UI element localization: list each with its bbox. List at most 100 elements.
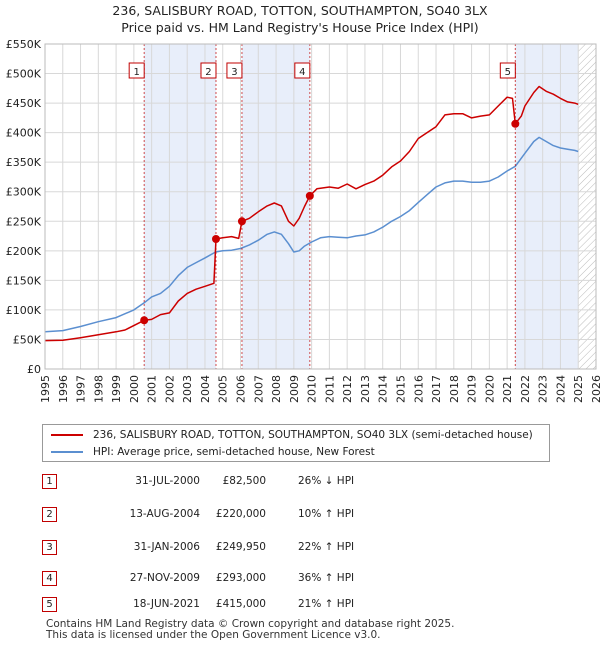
sale-number-badge: 3 bbox=[42, 540, 57, 555]
sale-label-box bbox=[200, 62, 217, 79]
table-row: 3 31-JAN-2006 £249,950 22% ↑ HPI bbox=[42, 538, 562, 556]
x-tick-label: 2022 bbox=[519, 375, 532, 403]
sale-label-box bbox=[128, 62, 145, 79]
x-tick-label: 2005 bbox=[217, 375, 230, 403]
x-tick-label: 2024 bbox=[554, 375, 567, 403]
y-tick-label: £250K bbox=[6, 215, 42, 228]
x-tick-label: 2020 bbox=[483, 375, 496, 403]
footer-line2: This data is licensed under the Open Gov… bbox=[46, 629, 381, 641]
table-row: 5 18-JUN-2021 £415,000 21% ↑ HPI bbox=[42, 595, 562, 613]
sale-hpi-diff: 36% ↑ HPI bbox=[298, 572, 355, 584]
x-tick-label: 2018 bbox=[448, 375, 461, 403]
x-tick-label: 2009 bbox=[288, 375, 301, 403]
sale-point bbox=[237, 217, 246, 226]
sale-label-box bbox=[226, 62, 243, 79]
x-tick-label: 1999 bbox=[110, 375, 123, 403]
x-tick-label: 2015 bbox=[394, 375, 407, 403]
sale-hpi-diff: 21% ↑ HPI bbox=[298, 598, 355, 610]
property-series-line bbox=[45, 85, 579, 342]
y-tick-label: £400K bbox=[6, 127, 42, 140]
sale-points bbox=[140, 119, 520, 325]
price-chart: 1 2 3 4 5 £0 £50K £100K £150K £200K £250K £300K £35… bbox=[6, 38, 600, 403]
chart-legend: 236, SALISBURY ROAD, TOTTON, SOUTHAMPTON… bbox=[42, 424, 550, 462]
x-tick-label: 2019 bbox=[466, 375, 479, 403]
x-tick-label: 2014 bbox=[377, 375, 390, 403]
x-tick-label: 2026 bbox=[590, 375, 600, 403]
y-tick-label: £450K bbox=[6, 97, 42, 110]
chart-grid bbox=[44, 43, 597, 370]
sale-label-box bbox=[499, 62, 516, 79]
sale-price: £293,000 bbox=[215, 572, 266, 584]
y-tick-label: £200K bbox=[6, 245, 42, 258]
y-tick-label: £500K bbox=[6, 68, 42, 81]
sale-price: £220,000 bbox=[215, 508, 266, 520]
x-tick-label: 1996 bbox=[57, 375, 70, 403]
sale-label-number: 1 bbox=[133, 67, 139, 78]
plot-frame bbox=[44, 43, 597, 370]
chart-title: 236, SALISBURY ROAD, TOTTON, SOUTHAMPTON… bbox=[0, 2, 600, 36]
sale-date: 31-JUL-2000 bbox=[135, 475, 200, 487]
sale-date: 13-AUG-2004 bbox=[129, 508, 200, 520]
legend-label-hpi: HPI: Average price, semi-detached house,… bbox=[93, 446, 375, 458]
x-tick-label: 2023 bbox=[537, 375, 550, 403]
x-tick-label: 2006 bbox=[235, 375, 248, 403]
legend-swatch-property bbox=[51, 434, 83, 436]
sale-number-badge: 2 bbox=[42, 507, 57, 522]
sale-label-number: 5 bbox=[505, 67, 511, 78]
sale-hpi-diff: 10% ↑ HPI bbox=[298, 508, 355, 520]
x-tick-label: 2004 bbox=[199, 375, 212, 403]
y-tick-label: £300K bbox=[6, 186, 42, 199]
x-tick-label: 2001 bbox=[146, 375, 159, 403]
sale-number-badge: 4 bbox=[42, 571, 57, 586]
chart-title-line2: Price paid vs. HM Land Registry's House … bbox=[121, 20, 479, 35]
sale-label-number: 3 bbox=[231, 67, 237, 78]
future-hatch bbox=[578, 44, 596, 369]
footer-attribution: Contains HM Land Registry data © Crown c… bbox=[46, 619, 454, 641]
y-tick-label: £550K bbox=[6, 38, 42, 51]
chart-axes: £0 £50K £100K £150K £200K £250K £300K £350K £400… bbox=[6, 38, 600, 403]
sale-date: 31-JAN-2006 bbox=[133, 541, 200, 553]
series-lines bbox=[45, 85, 579, 342]
x-tick-label: 1995 bbox=[39, 375, 52, 403]
sale-label-box bbox=[294, 62, 311, 79]
sale-price: £415,000 bbox=[215, 598, 266, 610]
sale-price: £249,950 bbox=[215, 541, 266, 553]
x-tick-label: 2002 bbox=[163, 375, 176, 403]
sale-point bbox=[211, 235, 220, 243]
x-tick-label: 2013 bbox=[359, 375, 372, 403]
y-tick-label: £150K bbox=[6, 274, 42, 287]
chart-title-line1: 236, SALISBURY ROAD, TOTTON, SOUTHAMPTON… bbox=[112, 3, 488, 18]
sale-price: £82,500 bbox=[222, 475, 266, 487]
sale-marker-labels: 1 2 3 4 5 bbox=[128, 62, 516, 79]
x-tick-label: 2010 bbox=[306, 375, 319, 403]
footer-line1: Contains HM Land Registry data © Crown c… bbox=[46, 618, 455, 630]
sale-label-number: 2 bbox=[205, 67, 211, 78]
sale-number-badge: 5 bbox=[42, 597, 57, 612]
x-tick-label: 2003 bbox=[181, 375, 194, 403]
x-tick-label: 2012 bbox=[341, 375, 354, 403]
y-tick-label: £0 bbox=[27, 363, 41, 376]
x-tick-label: 2025 bbox=[572, 375, 585, 403]
x-tick-label: 2007 bbox=[252, 375, 265, 403]
shaded-span bbox=[144, 44, 216, 369]
legend-item-property: 236, SALISBURY ROAD, TOTTON, SOUTHAMPTON… bbox=[51, 427, 533, 443]
sale-hpi-diff: 26% ↓ HPI bbox=[298, 475, 355, 487]
sale-label-number: 4 bbox=[299, 67, 305, 78]
x-tick-label: 2008 bbox=[270, 375, 283, 403]
legend-label-property: 236, SALISBURY ROAD, TOTTON, SOUTHAMPTON… bbox=[93, 429, 533, 441]
sale-point bbox=[140, 316, 149, 325]
table-row: 1 31-JUL-2000 £82,500 26% ↓ HPI bbox=[42, 472, 562, 490]
sale-date: 27-NOV-2009 bbox=[129, 572, 200, 584]
shaded-span bbox=[515, 44, 579, 369]
sale-hpi-diff: 22% ↑ HPI bbox=[298, 541, 355, 553]
y-tick-label: £350K bbox=[6, 156, 42, 169]
x-tick-label: 2021 bbox=[501, 375, 514, 403]
legend-item-hpi: HPI: Average price, semi-detached house,… bbox=[51, 444, 375, 460]
x-tick-label: 2017 bbox=[430, 375, 443, 403]
y-tick-label: £50K bbox=[13, 333, 42, 346]
hpi-series-line bbox=[45, 136, 579, 333]
x-tick-label: 1998 bbox=[92, 375, 105, 403]
y-tick-label: £100K bbox=[6, 304, 42, 317]
sale-number-badge: 1 bbox=[42, 474, 57, 489]
sale-interval-shading bbox=[144, 44, 596, 369]
